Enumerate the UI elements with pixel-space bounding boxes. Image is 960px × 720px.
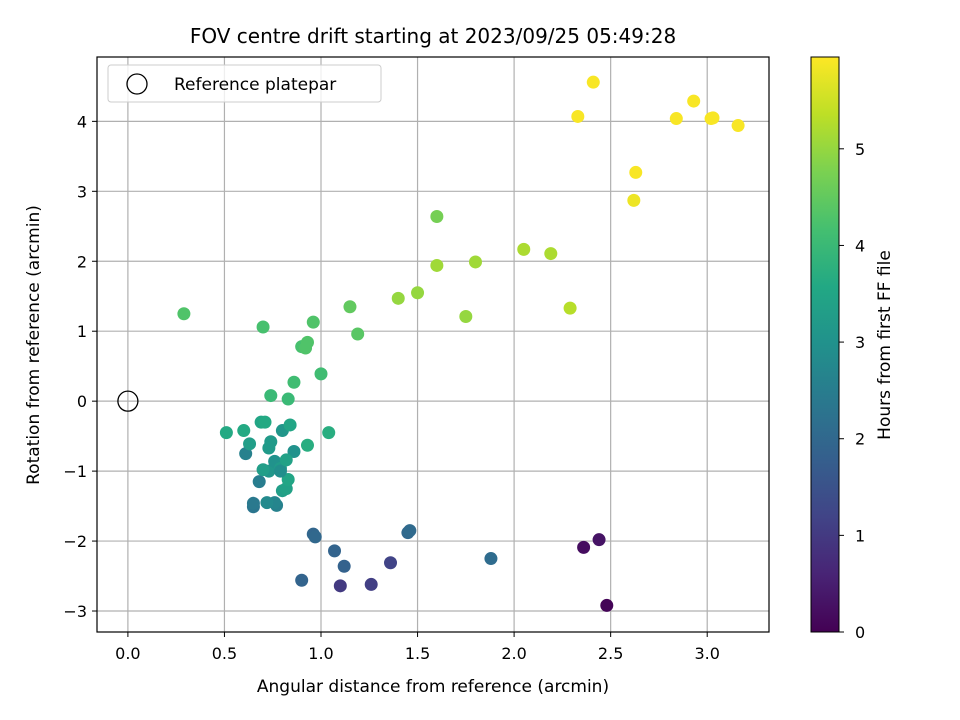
data-point bbox=[459, 310, 473, 324]
data-point bbox=[468, 255, 482, 269]
data-point bbox=[246, 496, 260, 510]
y-tick-label: −2 bbox=[63, 532, 87, 551]
data-point bbox=[243, 437, 257, 451]
x-axis-title: Angular distance from reference (arcmin) bbox=[257, 677, 609, 697]
data-point bbox=[629, 165, 643, 179]
plot-frame bbox=[96, 56, 770, 633]
data-point bbox=[600, 598, 614, 612]
x-tick-label: 1.0 bbox=[308, 644, 333, 663]
data-point bbox=[252, 475, 266, 489]
x-tick-label: 2.0 bbox=[501, 644, 526, 663]
data-point bbox=[364, 577, 378, 591]
data-point bbox=[328, 544, 342, 558]
data-point bbox=[430, 209, 444, 223]
data-point bbox=[333, 579, 347, 593]
data-point bbox=[731, 119, 745, 133]
data-point bbox=[258, 415, 272, 429]
legend-reference-marker bbox=[126, 73, 148, 95]
data-point bbox=[687, 94, 701, 108]
chart-title: FOV centre drift starting at 2023/09/25 … bbox=[190, 24, 676, 48]
y-tick-label: 3 bbox=[77, 182, 87, 201]
data-point bbox=[411, 286, 425, 300]
data-point bbox=[264, 389, 278, 403]
data-point bbox=[237, 424, 251, 438]
data-point bbox=[256, 463, 270, 477]
data-point bbox=[262, 441, 276, 455]
data-point bbox=[256, 320, 270, 334]
data-point bbox=[430, 258, 444, 272]
data-point bbox=[308, 530, 322, 544]
data-point bbox=[279, 453, 293, 467]
colorbar-tick-label: 5 bbox=[855, 140, 865, 159]
colorbar-tick-label: 3 bbox=[855, 333, 865, 352]
legend-label: Reference platepar bbox=[174, 75, 336, 95]
data-point bbox=[517, 242, 531, 256]
data-point bbox=[669, 112, 683, 126]
x-tick-label: 0.0 bbox=[115, 644, 140, 663]
colorbar-tick-label: 0 bbox=[855, 623, 865, 642]
y-tick-label: 4 bbox=[77, 112, 87, 131]
grid-lines bbox=[97, 57, 769, 632]
data-point bbox=[586, 75, 600, 89]
colorbar-tick-label: 2 bbox=[855, 430, 865, 449]
data-point bbox=[260, 496, 274, 510]
data-point bbox=[384, 556, 398, 570]
legend: Reference platepar bbox=[107, 64, 382, 103]
data-point bbox=[219, 426, 233, 440]
data-point bbox=[571, 109, 585, 123]
data-point bbox=[592, 533, 606, 547]
data-point bbox=[403, 524, 417, 538]
data-point bbox=[391, 291, 405, 305]
data-points bbox=[117, 75, 745, 612]
data-point bbox=[273, 464, 287, 478]
data-point bbox=[351, 327, 365, 341]
data-point bbox=[577, 540, 591, 554]
x-tick-label: 0.5 bbox=[212, 644, 237, 663]
data-point bbox=[239, 447, 253, 461]
data-point bbox=[287, 375, 301, 389]
data-point bbox=[337, 559, 351, 573]
data-point bbox=[281, 473, 295, 487]
data-point bbox=[343, 300, 357, 314]
colorbar-ticks: 0 1 2 3 4 5 bbox=[839, 140, 865, 642]
colorbar: 0 1 2 3 4 5 Hours from first FF file bbox=[810, 56, 895, 642]
y-tick-label: −1 bbox=[63, 462, 87, 481]
data-point bbox=[281, 392, 295, 406]
data-point bbox=[295, 573, 309, 587]
y-tick-label: 0 bbox=[77, 392, 87, 411]
data-point bbox=[177, 307, 191, 321]
colorbar-tick-label: 4 bbox=[855, 236, 865, 255]
data-point bbox=[322, 426, 336, 440]
x-tick-label: 3.0 bbox=[694, 644, 719, 663]
y-tick-label: 2 bbox=[77, 252, 87, 271]
x-tick-label: 2.5 bbox=[598, 644, 623, 663]
data-point bbox=[287, 445, 301, 459]
data-point bbox=[627, 193, 641, 207]
data-point bbox=[300, 335, 314, 349]
y-tick-label: 1 bbox=[77, 322, 87, 341]
x-tick-label: 1.5 bbox=[405, 644, 430, 663]
axis-ticks: 0.0 0.5 1.0 1.5 2.0 2.5 3.0 −3 −2 −1 0 1 2 3 4 bbox=[63, 112, 720, 663]
reference-platepar-marker bbox=[117, 390, 139, 412]
data-point bbox=[314, 367, 328, 381]
y-axis-title: Rotation from reference (arcmin) bbox=[24, 205, 44, 485]
legend-box bbox=[107, 64, 382, 103]
data-point bbox=[306, 315, 320, 329]
data-point bbox=[544, 247, 558, 261]
data-point bbox=[484, 552, 498, 566]
data-point bbox=[283, 418, 297, 432]
colorbar-tick-label: 1 bbox=[855, 526, 865, 545]
y-tick-label: −3 bbox=[63, 602, 87, 621]
data-point bbox=[563, 301, 577, 315]
data-point bbox=[706, 111, 720, 125]
data-point bbox=[300, 438, 314, 452]
colorbar-label: Hours from first FF file bbox=[875, 250, 895, 440]
colorbar-gradient bbox=[810, 56, 840, 633]
